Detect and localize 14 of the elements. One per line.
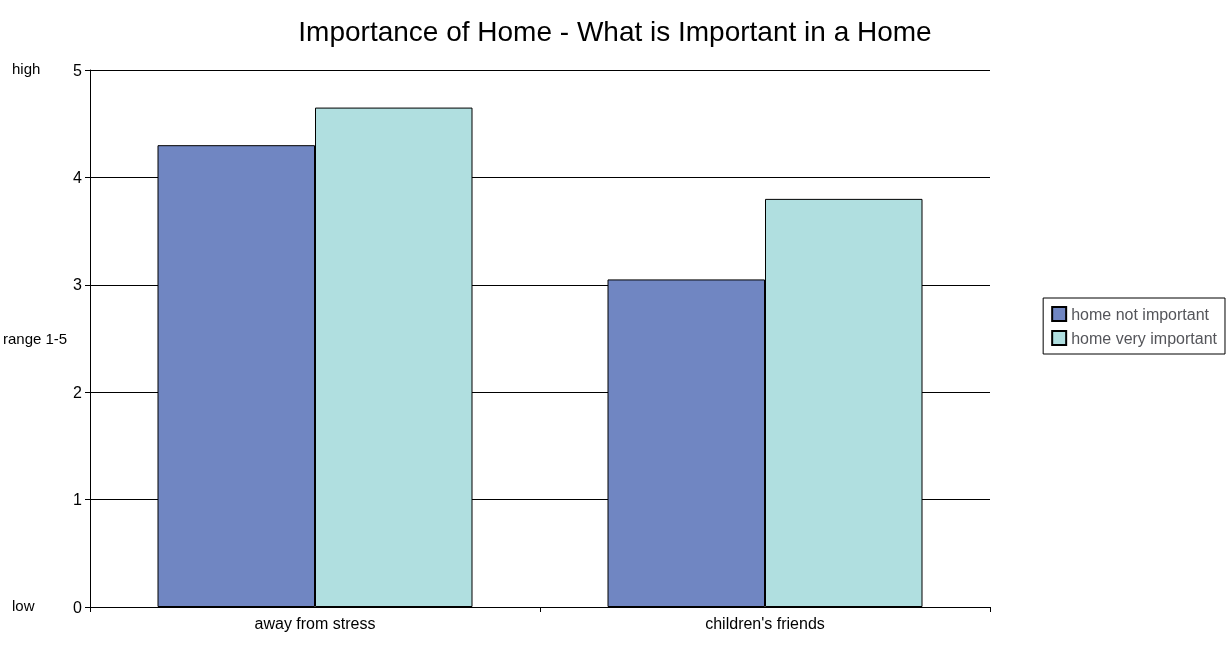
y-tick-label: 3 bbox=[73, 276, 83, 294]
y-tick-label: 2 bbox=[73, 383, 83, 401]
x-tick-label: children's friends bbox=[705, 614, 825, 632]
y-tick-label: 4 bbox=[73, 168, 83, 186]
y-tick-label: 0 bbox=[73, 598, 83, 616]
text: low bbox=[12, 597, 35, 614]
chart-title: Importance of Home - What is Important in a Home bbox=[298, 15, 932, 47]
y-tick-label: 5 bbox=[73, 61, 83, 79]
legend-label: home not important bbox=[1071, 305, 1210, 323]
x-tick-label: away from stress bbox=[254, 614, 376, 632]
text: high bbox=[12, 60, 41, 77]
legend-label: home very important bbox=[1071, 329, 1218, 347]
y-tick-label: 1 bbox=[73, 491, 83, 509]
y-axis-title: range 1-5 bbox=[3, 330, 68, 347]
